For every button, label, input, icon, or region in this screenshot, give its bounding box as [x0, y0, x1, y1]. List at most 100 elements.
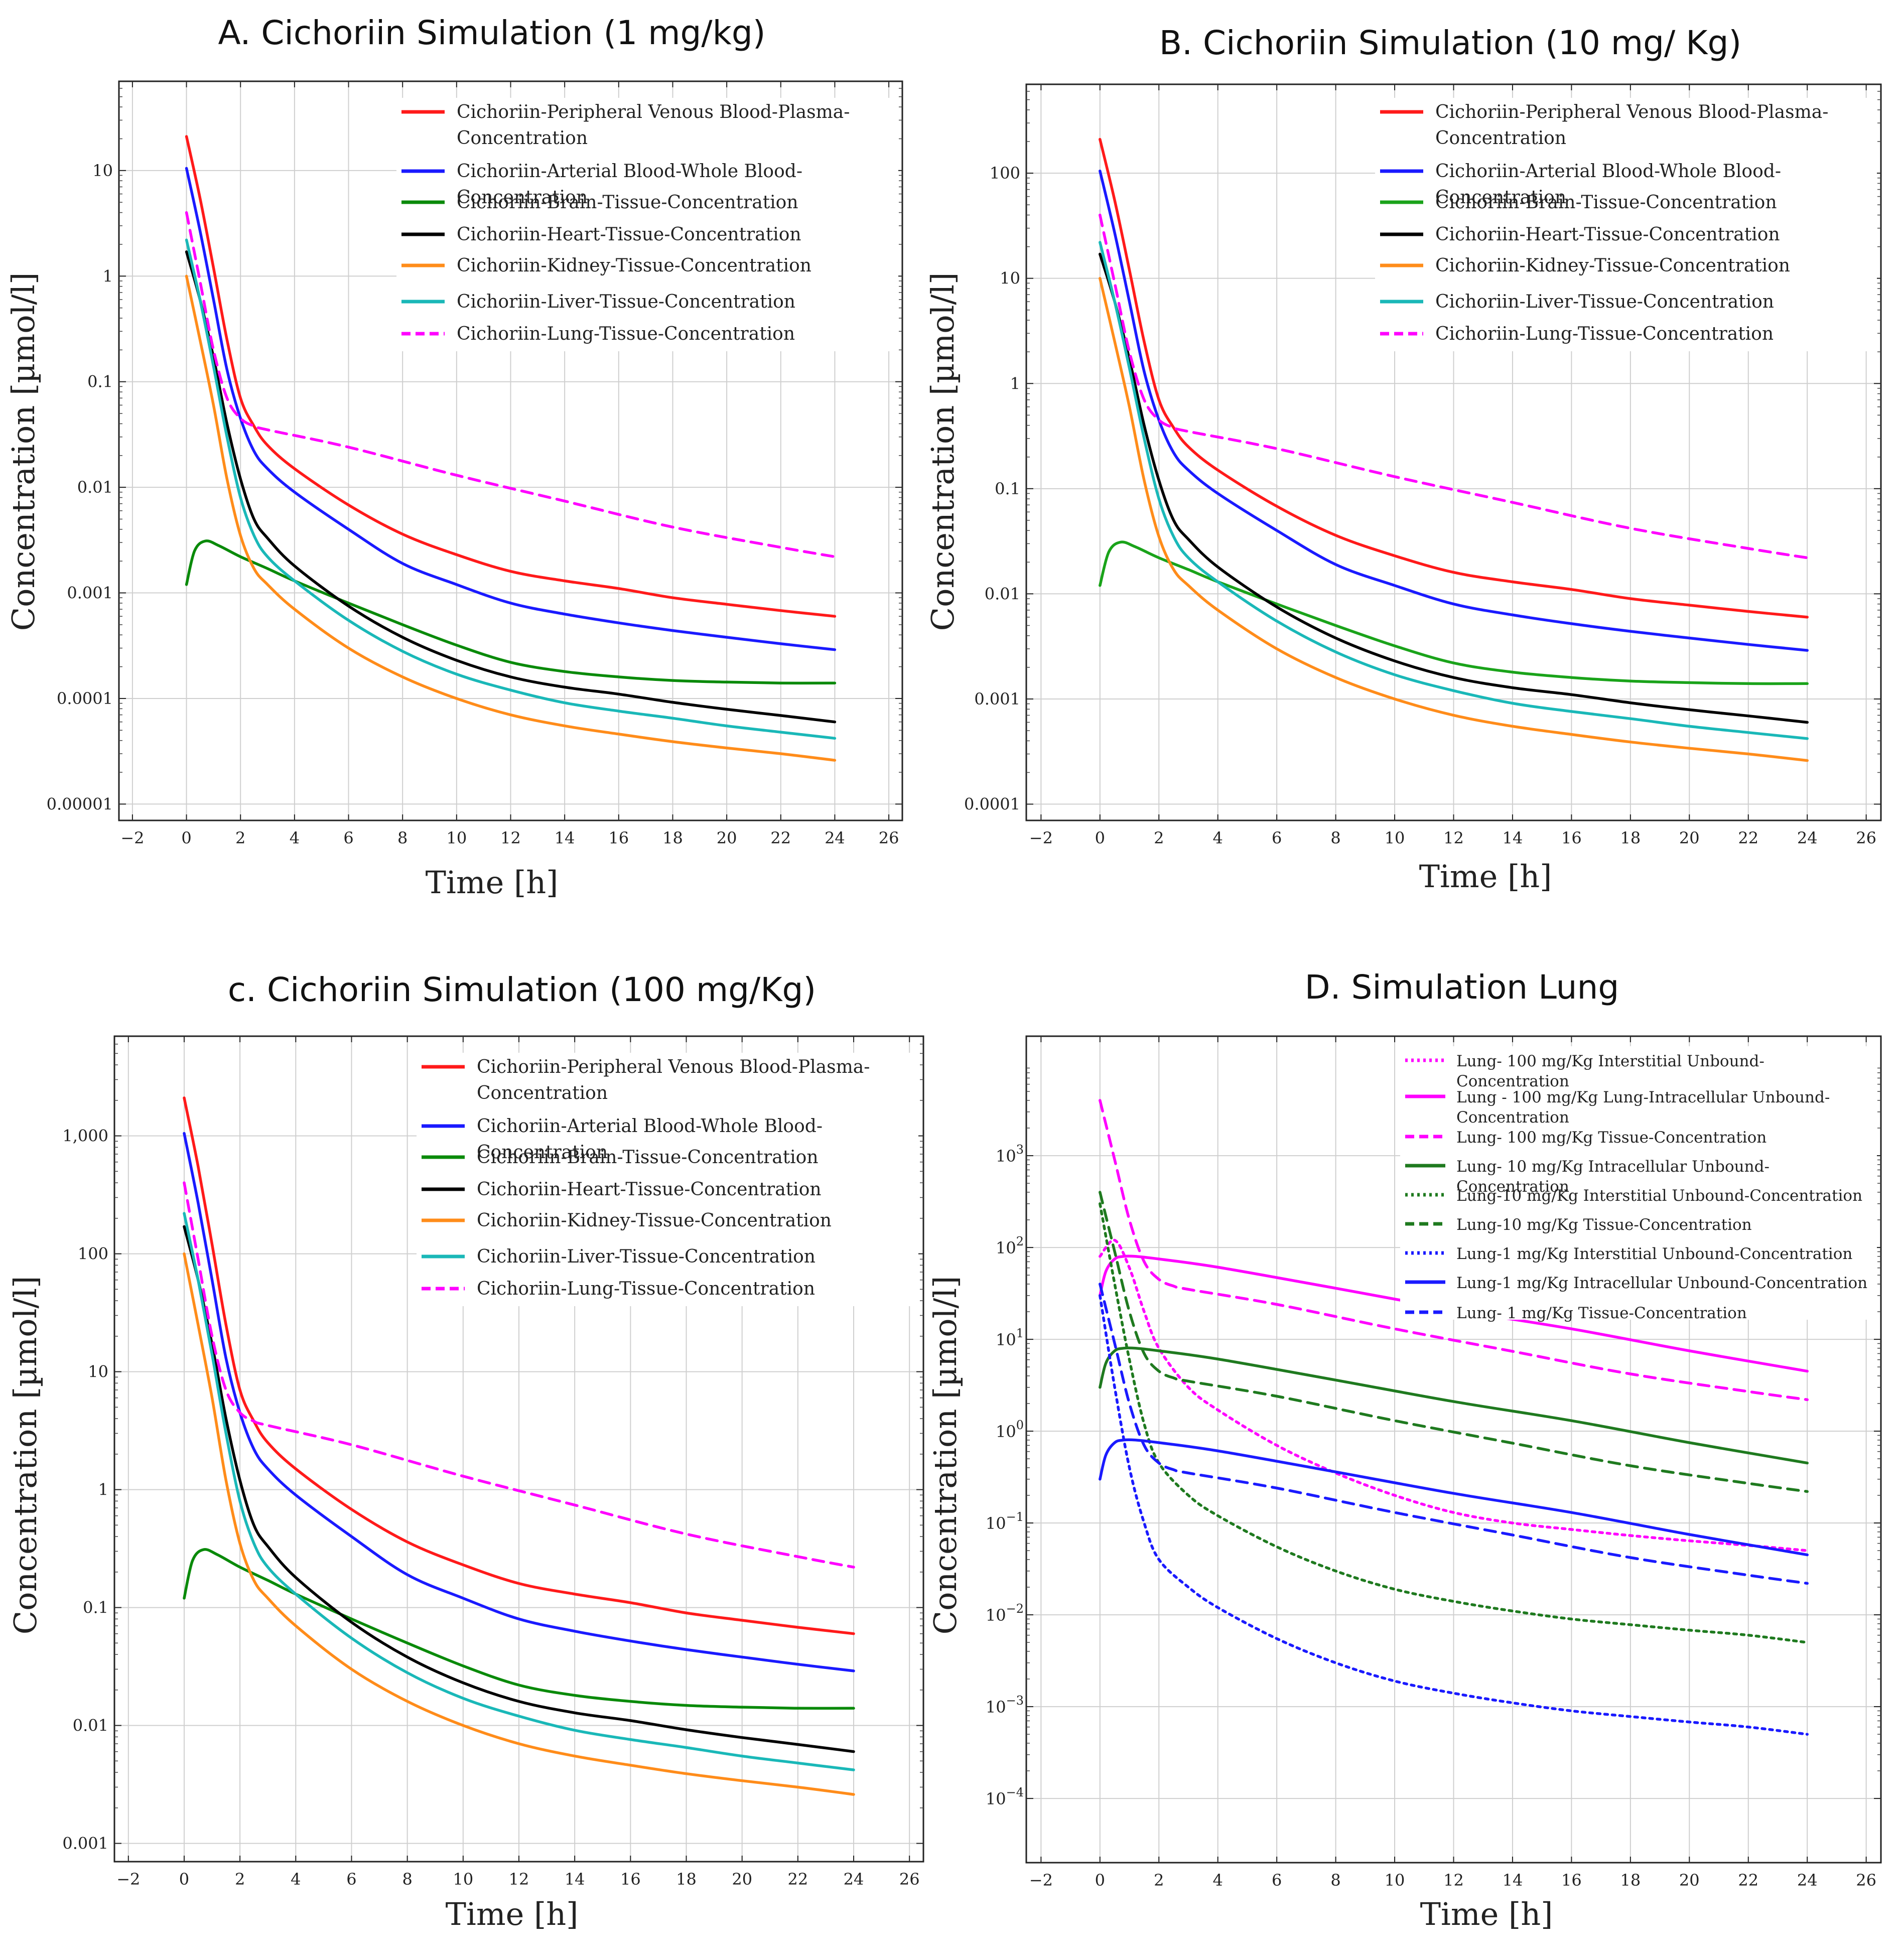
legend-label: Cichoriin-Kidney-Tissue-Concentration: [457, 255, 811, 276]
y-axis-label: Concentration [µmol/l]: [7, 1276, 44, 1635]
legend-box: [1400, 1046, 1877, 1320]
series-line-1: [185, 135, 837, 618]
x-tick-label: 22: [1738, 1871, 1758, 1890]
y-axis-label: Concentration [µmol/l]: [5, 272, 42, 631]
y-tick-label: 0.1: [995, 479, 1020, 498]
x-tick-label: 24: [825, 828, 845, 848]
x-tick-label: 0: [181, 828, 191, 848]
x-tick-label: 2: [235, 828, 245, 848]
x-tick-label: 12: [500, 828, 521, 848]
series-line-5: [1099, 276, 1809, 762]
legend-label-line: Concentration: [1456, 1072, 1569, 1090]
x-tick-label: 16: [1561, 1871, 1582, 1890]
series-line-6: [183, 1212, 855, 1771]
y-tick-base: 10: [996, 1238, 1016, 1257]
legend-label-line: Concentration: [1435, 187, 1566, 208]
y-tick-label: 0.0001: [57, 689, 113, 708]
x-tick-label: 20: [1679, 828, 1700, 848]
y-axis-label: Concentration [µmol/l]: [927, 1276, 964, 1635]
legend-label: Lung-1 mg/Kg Intracellular Unbound-Conce…: [1456, 1274, 1867, 1292]
x-tick-label: −2: [116, 1870, 140, 1889]
series-line-7: [1099, 1294, 1809, 1736]
x-tick-label: 0: [179, 1870, 189, 1889]
legend-label: Lung- 1 mg/Kg Tissue-Concentration: [1456, 1304, 1747, 1322]
series-line-3: [185, 539, 837, 685]
x-tick-label: 6: [346, 1870, 356, 1889]
legend-label: Cichoriin-Liver-Tissue-Concentration: [477, 1246, 816, 1267]
y-tick-label: 10−4: [986, 1785, 1024, 1808]
y-tick-exponent: 2: [1016, 1234, 1024, 1248]
y-tick-label: 0.001: [62, 1834, 108, 1853]
x-tick-label: 22: [788, 1870, 808, 1889]
y-tick-base: 10: [996, 1422, 1016, 1441]
x-tick-label: 2: [1154, 1871, 1164, 1890]
x-tick-label: 2: [1154, 828, 1164, 848]
x-tick-label: 16: [620, 1870, 641, 1889]
legend-label-line: Concentration: [1435, 128, 1566, 149]
series-line-5: [1099, 1202, 1809, 1644]
legend-label-line: Cichoriin-Peripheral Venous Blood-Plasma…: [457, 102, 850, 122]
x-tick-label: 12: [509, 1870, 529, 1889]
series-line-5: [185, 274, 837, 762]
x-tick-label: 18: [662, 828, 683, 848]
series-line-3: [1099, 1099, 1809, 1402]
panel-title: B. Cichoriin Simulation (10 mg/ Kg): [1159, 24, 1741, 62]
legend-label-line: Cichoriin-Arterial Blood-Whole Blood-: [457, 161, 802, 182]
y-tick-label: 100: [996, 1418, 1024, 1441]
legend-label-line: Cichoriin-Peripheral Venous Blood-Plasma…: [1435, 102, 1828, 122]
x-tick-label: 18: [1620, 1871, 1641, 1890]
x-tick-label: 10: [446, 828, 467, 848]
series-group: [1099, 137, 1809, 762]
series-line-1: [183, 1096, 855, 1635]
legend-box: [1375, 98, 1877, 351]
y-tick-base: 10: [986, 1698, 1006, 1717]
legend-label: Cichoriin-Liver-Tissue-Concentration: [457, 292, 795, 312]
series-line-9: [1099, 1283, 1809, 1585]
legend-label: Cichoriin-Lung-Tissue-Concentration: [1435, 324, 1774, 344]
legend-label-line: Concentration: [1456, 1108, 1569, 1127]
legend-label-line: Lung- 100 mg/Kg Interstitial Unbound-: [1456, 1052, 1765, 1070]
x-tick-label: 14: [1503, 828, 1523, 848]
x-tick-label: 12: [1443, 1871, 1464, 1890]
x-tick-label: 4: [290, 828, 300, 848]
x-tick-label: 8: [402, 1870, 412, 1889]
x-tick-label: 26: [879, 828, 899, 848]
legend-label: Lung-10 mg/Kg Interstitial Unbound-Conce…: [1456, 1187, 1862, 1205]
series-line-3: [1099, 540, 1809, 685]
legend-label: Cichoriin-Arterial Blood-Whole Blood- Con…: [1435, 161, 1781, 208]
x-tick-label: 8: [1330, 828, 1340, 848]
chart-panel-2: B. Cichoriin Simulation (10 mg/ Kg)−2 0 2 4…: [924, 24, 1882, 895]
legend-label: Cichoriin-Heart-Tissue-Concentration: [457, 224, 801, 245]
x-tick-label: 26: [1856, 828, 1876, 848]
y-tick-base: 10: [996, 1330, 1016, 1349]
x-tick-label: 4: [1213, 828, 1223, 848]
series-line-2: [183, 1132, 855, 1672]
legend-label-line: Concentration: [477, 1083, 608, 1103]
legend-label: Cichoriin-Peripheral Venous Blood-Plasma…: [457, 102, 850, 149]
y-tick-label: 1: [1010, 374, 1020, 393]
legend-label: Cichoriin-Heart-Tissue-Concentration: [1435, 224, 1780, 245]
y-tick-label: 0.01: [77, 478, 113, 497]
x-tick-label: 12: [1443, 828, 1464, 848]
x-tick-label: 24: [1797, 1871, 1818, 1890]
y-tick-label: 10−3: [986, 1694, 1024, 1717]
series-line-1: [1099, 137, 1809, 619]
y-tick-label: 10−1: [986, 1510, 1024, 1533]
x-tick-label: 10: [1385, 1871, 1405, 1890]
x-tick-label: 6: [1272, 1871, 1282, 1890]
y-tick-label: 0.1: [83, 1598, 108, 1617]
x-axis-label: Time [h]: [1419, 858, 1552, 895]
x-tick-label: 20: [732, 1870, 752, 1889]
legend-label-line: Concentration: [1456, 1178, 1569, 1196]
x-tick-label: −2: [1029, 1871, 1053, 1890]
legend-label-line: Lung- 10 mg/Kg Intracellular Unbound-: [1456, 1158, 1770, 1176]
legend-label: Lung- 100 mg/Kg Interstitial Unbound- Con…: [1456, 1052, 1765, 1090]
x-tick-label: −2: [1029, 828, 1053, 848]
x-tick-label: 20: [717, 828, 737, 848]
legend-label-line: Concentration: [457, 128, 588, 149]
legend-label: Lung - 100 mg/Kg Lung-Intracellular Unbo…: [1456, 1088, 1830, 1127]
series-group: [185, 135, 837, 762]
x-tick-label: 0: [1095, 1871, 1105, 1890]
x-tick-label: 10: [453, 1870, 473, 1889]
legend-box: [417, 1053, 918, 1306]
